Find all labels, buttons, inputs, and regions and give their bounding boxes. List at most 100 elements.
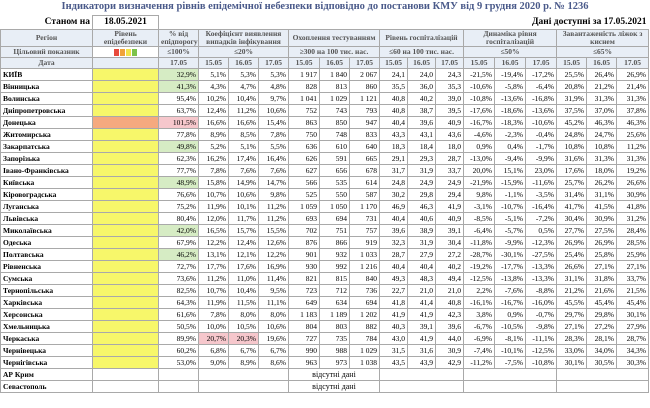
testing-cell: 882 xyxy=(349,320,380,333)
dyn-cell: -6,4% xyxy=(463,224,495,237)
hosp-cell: 31,9 xyxy=(407,236,436,249)
dyn-cell: -30,1% xyxy=(494,248,526,261)
region-name: Вінницька xyxy=(0,80,93,93)
date-test-16: 16.05 xyxy=(319,57,350,69)
hosp-cell: 40,4 xyxy=(379,260,408,273)
coef-cell: 20,7% xyxy=(198,332,229,345)
testing-cell: 587 xyxy=(349,188,380,201)
hosp-cell: 43,3 xyxy=(379,128,408,141)
coef-cell: 11,9% xyxy=(198,296,229,309)
empty-cell xyxy=(463,368,557,381)
table-row: Хмельницька 50,5% 10,0% 10,5% 10,6% 804 803 882… xyxy=(0,320,649,333)
dyn-cell: -10,7% xyxy=(494,200,526,213)
dyn-cell: -0,7% xyxy=(525,308,557,321)
dyn-cell: -13,0% xyxy=(463,152,495,165)
region-name: Чернівецька xyxy=(0,344,93,357)
beds-cell: 21,6% xyxy=(586,284,617,297)
dyn-cell: 23,0% xyxy=(525,164,557,177)
beds-cell: 28,1% xyxy=(586,332,617,345)
testing-cell: 752 xyxy=(288,104,320,117)
testing-cell: 1 840 xyxy=(319,68,350,81)
beds-cell: 17,6% xyxy=(556,164,587,177)
dyn-cell: -8,5% xyxy=(463,212,495,225)
beds-cell: 30,9% xyxy=(616,188,649,201)
testing-cell: 656 xyxy=(319,164,350,177)
dyn-cell: -0,4% xyxy=(525,128,557,141)
testing-cell: 919 xyxy=(349,236,380,249)
testing-cell: 627 xyxy=(288,164,320,177)
coef-cell: 16,9% xyxy=(258,260,289,273)
empty-cell xyxy=(379,368,464,381)
pct-cell: 89,9% xyxy=(158,332,199,345)
region-name: Одеська xyxy=(0,236,93,249)
date-beds-16: 16.05 xyxy=(586,57,617,69)
hosp-cell: 43,0 xyxy=(379,332,408,345)
pct-cell: 77,8% xyxy=(158,128,199,141)
coef-cell: 8,9% xyxy=(228,356,259,369)
table-row: Рівненська 72,7% 17,7% 17,6% 16,9% 930 992 1 21… xyxy=(0,260,649,273)
coef-cell: 7,6% xyxy=(258,164,289,177)
level-cell xyxy=(92,344,159,357)
coef-cell: 8,5% xyxy=(228,128,259,141)
beds-cell: 21,4% xyxy=(616,80,649,93)
coef-cell: 10,6% xyxy=(258,320,289,333)
coef-cell: 5,5% xyxy=(258,140,289,153)
hosp-cell: 18,0 xyxy=(435,140,464,153)
region-name: Волинська xyxy=(0,92,93,105)
testing-cell: 712 xyxy=(319,284,350,297)
coef-cell: 10,2% xyxy=(198,92,229,105)
testing-cell: 932 xyxy=(319,248,350,261)
table-row-no-data: АР Крим відсутні дані xyxy=(0,368,649,381)
pct-cell: 48,9% xyxy=(158,176,199,189)
dyn-cell: -7,2% xyxy=(525,212,557,225)
coef-cell: 6,8% xyxy=(198,344,229,357)
dyn-cell: -13,6% xyxy=(525,104,557,117)
hosp-cell: 24,3 xyxy=(435,68,464,81)
dyn-cell: 15,1% xyxy=(494,164,526,177)
coef-cell: 12,0% xyxy=(198,212,229,225)
region-name: Харківська xyxy=(0,296,93,309)
dyn-cell: -16,0% xyxy=(525,296,557,309)
dyn-cell: 0,4% xyxy=(494,140,526,153)
hosp-cell: 40,8 xyxy=(435,296,464,309)
dyn-cell: -10,1% xyxy=(494,344,526,357)
coef-cell: 20,3% xyxy=(228,332,259,345)
region-name: Севастополь xyxy=(0,380,93,393)
testing-cell: 828 xyxy=(288,80,320,93)
date-beds-15: 15.05 xyxy=(556,57,587,69)
hosp-cell: 40,9 xyxy=(435,212,464,225)
testing-cell: 757 xyxy=(349,224,380,237)
beds-cell: 37,0% xyxy=(586,104,617,117)
testing-cell: 1 029 xyxy=(349,344,380,357)
hosp-cell: 29,4 xyxy=(435,188,464,201)
level-legend xyxy=(92,46,159,58)
target-hosp: ≤60 на 100 тис. нас. xyxy=(379,46,464,58)
hosp-cell: 43,6 xyxy=(435,128,464,141)
testing-cell: 748 xyxy=(319,128,350,141)
coef-cell: 8,9% xyxy=(198,128,229,141)
region-name: Рівненська xyxy=(0,260,93,273)
region-name: Кіровоградська xyxy=(0,188,93,201)
coef-cell: 10,6% xyxy=(228,188,259,201)
empty-cell xyxy=(379,380,464,393)
testing-cell: 591 xyxy=(319,152,350,165)
coef-cell: 8,0% xyxy=(258,308,289,321)
coef-cell: 16,6% xyxy=(228,116,259,129)
dyn-cell: -10,5% xyxy=(494,320,526,333)
testing-cell: 1 189 xyxy=(319,308,350,321)
dyn-cell: -12,5% xyxy=(525,344,557,357)
beds-cell: 24,7% xyxy=(586,128,617,141)
hosp-cell: 39,6 xyxy=(379,224,408,237)
level-cell xyxy=(92,308,159,321)
dyn-cell: -5,7% xyxy=(494,224,526,237)
testing-cell: 1 033 xyxy=(349,248,380,261)
coef-cell: 15,8% xyxy=(198,176,229,189)
testing-cell: 901 xyxy=(288,248,320,261)
table-row: Львівська 80,4% 12,0% 11,7% 11,2% 693 694 731 40… xyxy=(0,212,649,225)
dyn-cell: -8,1% xyxy=(494,332,526,345)
dyn-cell: -5,1% xyxy=(494,212,526,225)
pct-cell: 101,5% xyxy=(158,116,199,129)
header-testing: Охоплення тестуванням xyxy=(288,29,380,47)
pct-cell: 60,2% xyxy=(158,344,199,357)
beds-cell: 11,2% xyxy=(616,140,649,153)
